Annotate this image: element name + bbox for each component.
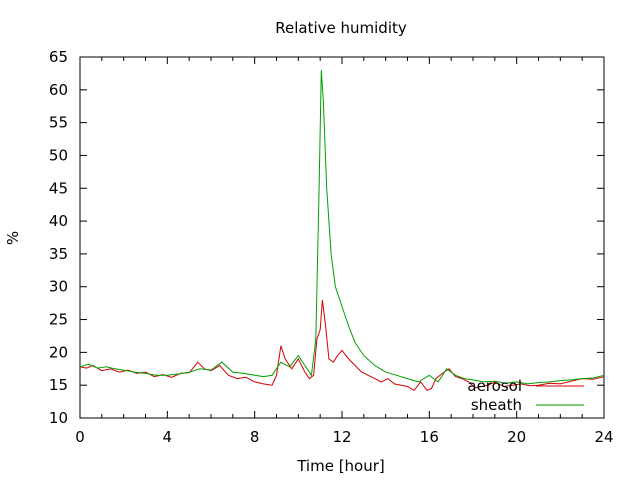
x-tick-label: 20 bbox=[507, 428, 526, 446]
y-tick-label: 25 bbox=[49, 311, 68, 329]
x-tick-label: 0 bbox=[75, 428, 85, 446]
y-tick-label: 55 bbox=[49, 114, 68, 132]
y-tick-label: 30 bbox=[49, 278, 68, 296]
legend-label-sheath: sheath bbox=[471, 396, 522, 414]
y-tick-label: 40 bbox=[49, 212, 68, 230]
series-line-aerosol bbox=[79, 299, 605, 392]
plot-frame bbox=[79, 56, 605, 419]
y-tick-label: 50 bbox=[49, 146, 68, 164]
x-tick-label: 8 bbox=[250, 428, 260, 446]
series-line-sheath bbox=[79, 70, 605, 385]
y-tick-label: 35 bbox=[49, 245, 68, 263]
y-tick-label: 15 bbox=[49, 376, 68, 394]
x-axis-label: Time [hour] bbox=[296, 457, 385, 475]
y-tick-label: 20 bbox=[49, 343, 68, 361]
legend-label-aerosol: aerosol bbox=[467, 377, 522, 395]
y-tick-label: 10 bbox=[49, 409, 68, 427]
y-axis-label: % bbox=[4, 231, 22, 245]
y-tick-label: 60 bbox=[49, 81, 68, 99]
x-tick-label: 12 bbox=[332, 428, 351, 446]
y-tick-label: 65 bbox=[49, 48, 68, 66]
y-tick-label: 45 bbox=[49, 179, 68, 197]
series-layer bbox=[79, 70, 605, 392]
x-tick-label: 24 bbox=[594, 428, 613, 446]
chart-title: Relative humidity bbox=[275, 19, 407, 37]
x-tick-label: 16 bbox=[420, 428, 439, 446]
axis-ticks: 0 4 8 12 16 20 24 10 15 20 25 30 35 40 45 50 55 60 65 bbox=[49, 48, 614, 446]
x-tick-label: 4 bbox=[163, 428, 173, 446]
